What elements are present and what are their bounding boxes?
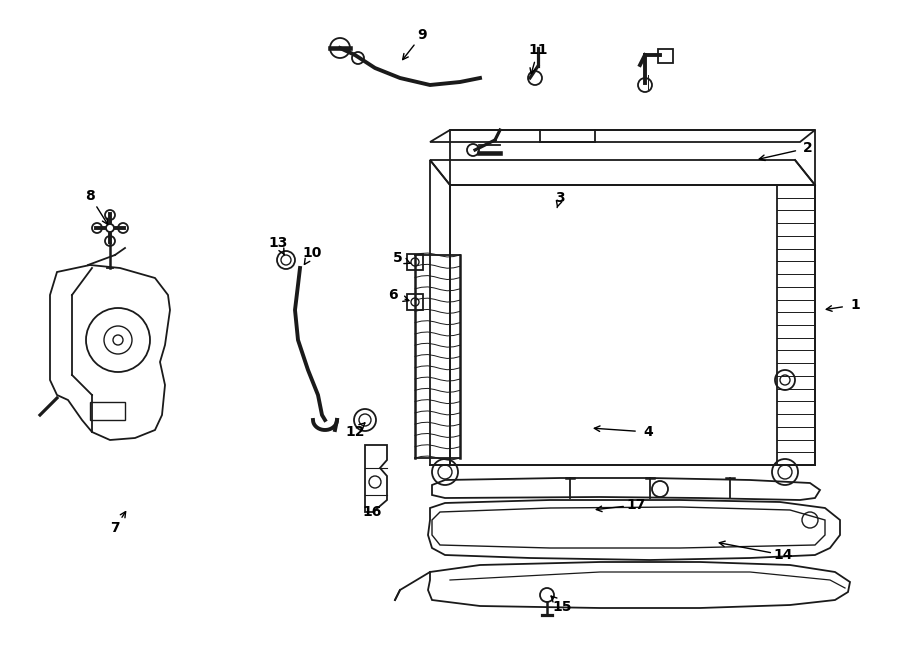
Text: 14: 14 <box>773 548 793 562</box>
Bar <box>407 254 423 270</box>
Bar <box>450 185 815 465</box>
Text: 15: 15 <box>553 600 572 614</box>
Text: 2: 2 <box>803 141 813 155</box>
Text: 8: 8 <box>86 189 94 203</box>
Text: 1: 1 <box>850 298 860 312</box>
Bar <box>658 49 673 63</box>
Bar <box>407 294 423 310</box>
Text: 12: 12 <box>346 425 365 439</box>
Text: 16: 16 <box>363 505 382 519</box>
Text: 10: 10 <box>302 246 321 260</box>
Text: 17: 17 <box>626 498 645 512</box>
Text: 7: 7 <box>110 521 120 535</box>
Text: 9: 9 <box>418 28 427 42</box>
Text: 4: 4 <box>644 425 652 439</box>
Text: 11: 11 <box>528 43 548 57</box>
Bar <box>450 130 815 185</box>
Text: 13: 13 <box>268 236 288 250</box>
Text: 3: 3 <box>555 191 565 205</box>
Bar <box>90 402 125 420</box>
Text: 5: 5 <box>393 251 403 265</box>
Text: 6: 6 <box>388 288 398 302</box>
